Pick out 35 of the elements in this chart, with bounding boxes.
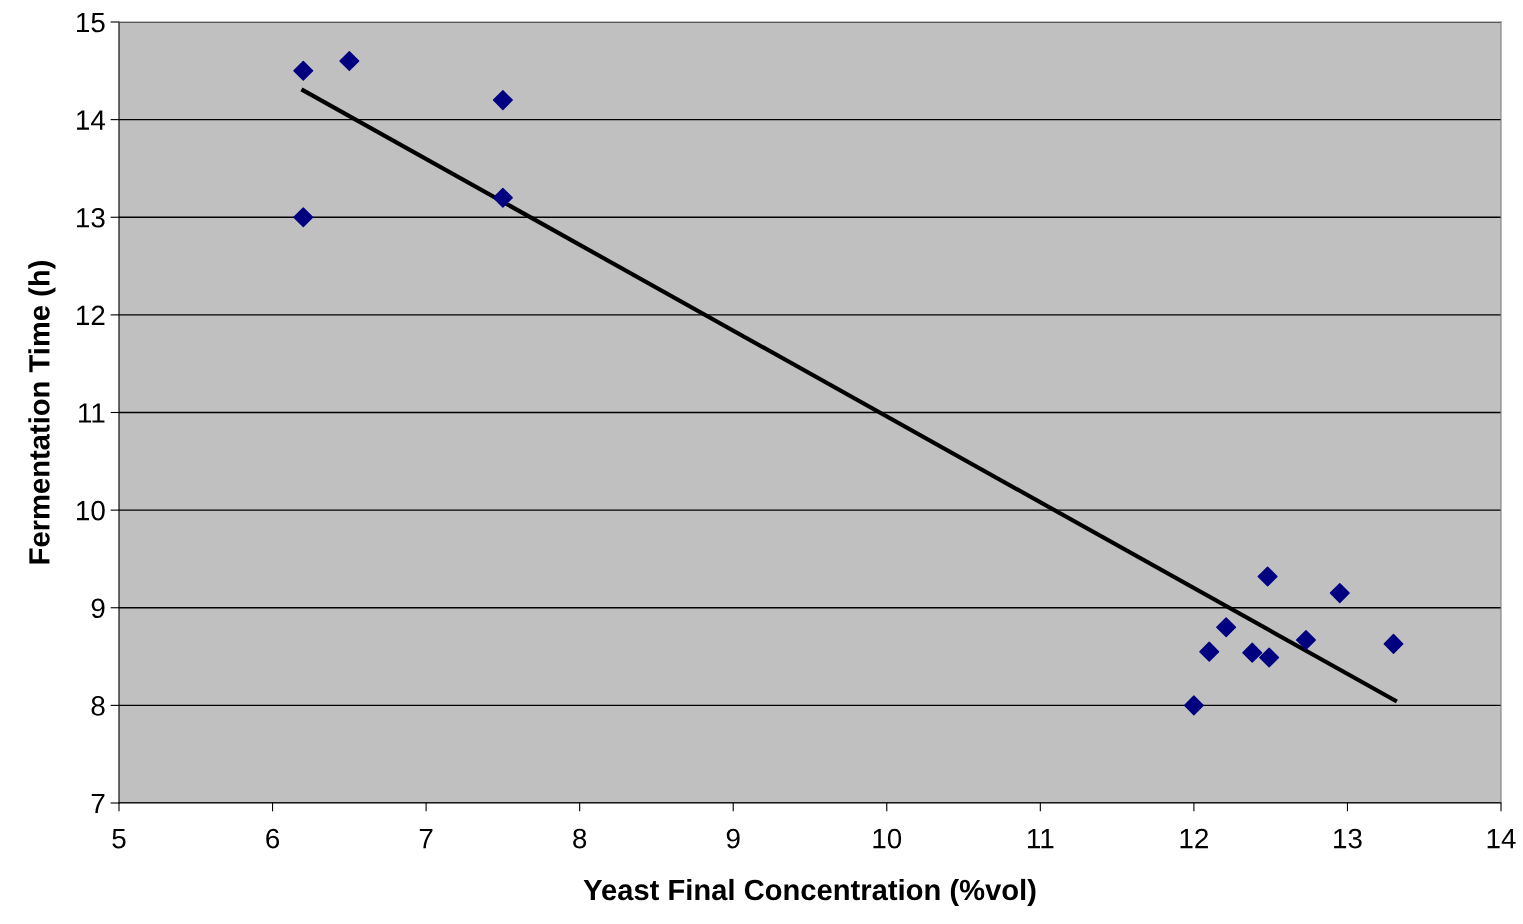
point <box>1199 641 1220 662</box>
x-tick-label: 9 <box>726 828 740 849</box>
x-axis-title: Yeast Final Concentration (%vol) <box>583 878 1036 907</box>
point <box>293 60 314 81</box>
point <box>492 187 513 208</box>
y-tick-label: 10 <box>77 500 105 521</box>
x-tick-label: 12 <box>1180 828 1208 849</box>
x-tick-label: 14 <box>1487 829 1516 849</box>
point <box>1257 566 1278 587</box>
point <box>1242 642 1263 663</box>
x-tick-label: 10 <box>873 828 902 849</box>
y-tick-label: 12 <box>77 305 105 325</box>
x-tick-label: 7 <box>419 829 433 849</box>
x-tick-label: 11 <box>1028 829 1054 849</box>
point <box>1329 583 1350 604</box>
point <box>339 51 360 72</box>
point <box>1183 695 1204 716</box>
y-tick-label: 9 <box>91 598 105 619</box>
point <box>293 207 314 228</box>
y-tick-label: 8 <box>91 696 105 716</box>
x-tick-label: 13 <box>1334 828 1362 849</box>
x-tick-label: 5 <box>112 829 126 849</box>
y-tick-label: 15 <box>77 12 105 33</box>
y-tick-label: 13 <box>77 207 105 228</box>
point <box>1383 633 1404 654</box>
point <box>492 90 513 111</box>
y-tick-label: 14 <box>77 110 105 130</box>
x-tick-label: 6 <box>266 828 280 849</box>
y-axis-title: Fermentation Time (h) <box>28 261 56 564</box>
x-tick-label: 8 <box>573 828 587 849</box>
point <box>1295 629 1316 650</box>
point <box>1216 617 1237 638</box>
y-tick-label: 11 <box>79 403 105 423</box>
point <box>1259 647 1280 668</box>
y-tick-label: 7 <box>91 793 105 814</box>
